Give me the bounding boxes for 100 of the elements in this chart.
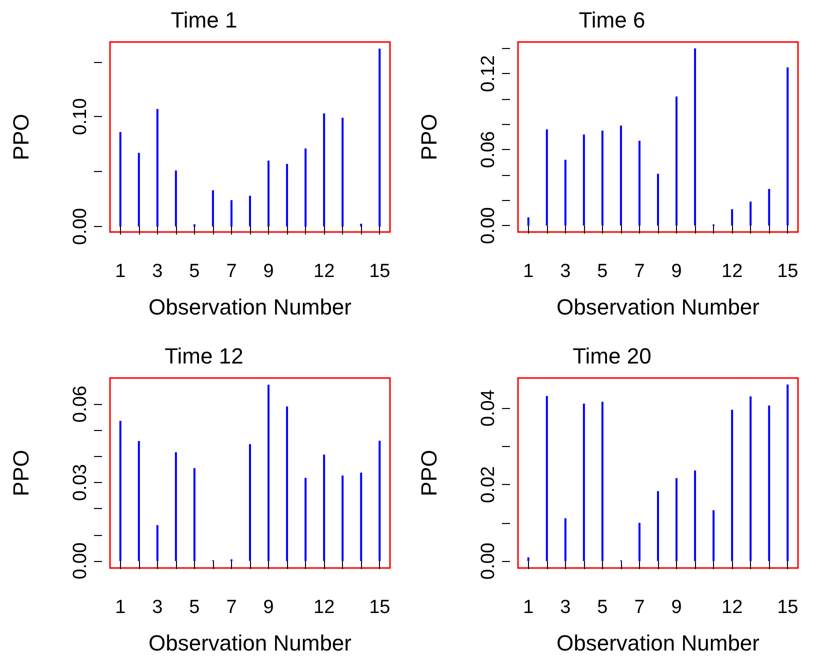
- bar: [638, 140, 640, 226]
- y-tick-label: 0.06: [478, 131, 499, 168]
- bar: [768, 406, 770, 562]
- x-tick-label: 3: [152, 261, 163, 282]
- x-tick-label: 12: [314, 261, 335, 282]
- bar: [731, 209, 734, 226]
- bar: [564, 160, 566, 226]
- x-tick-label: 5: [189, 261, 200, 282]
- x-tick-label: 15: [369, 597, 390, 618]
- bar: [638, 522, 640, 562]
- x-tick-label: 7: [226, 597, 237, 618]
- x-tick-label: 9: [263, 597, 274, 618]
- bar: [657, 174, 659, 226]
- y-tick-label: 0.00: [70, 208, 91, 245]
- x-tick-label: 1: [523, 597, 534, 618]
- bar: [342, 118, 344, 227]
- x-tick-label: 15: [369, 261, 390, 282]
- bar: [304, 148, 307, 227]
- bar: [601, 402, 604, 562]
- bar: [268, 384, 270, 561]
- y-axis-title: PPO: [416, 114, 442, 160]
- y-tick-label: 0.04: [478, 389, 499, 427]
- x-tick-label: 1: [115, 597, 126, 618]
- bar: [119, 420, 122, 561]
- y-tick-label: 0.03: [70, 464, 91, 502]
- y-tick-label: 0.00: [70, 542, 91, 580]
- x-axis-title: Observation Number: [556, 294, 760, 320]
- x-tick-label: 3: [560, 597, 571, 618]
- bar: [786, 67, 789, 226]
- x-tick-label: 3: [152, 597, 163, 618]
- bar: [249, 196, 251, 227]
- bar: [156, 108, 158, 227]
- chart-title: Time 20: [572, 344, 652, 368]
- bar: [731, 410, 734, 562]
- bar: [342, 475, 344, 561]
- bar: [193, 468, 196, 561]
- bar: [174, 452, 177, 561]
- bar: [360, 472, 362, 561]
- y-axis-title: PPO: [8, 114, 34, 160]
- bar: [712, 510, 715, 562]
- bar: [174, 170, 177, 227]
- x-tick-label: 12: [722, 261, 743, 282]
- x-tick-label: 15: [777, 261, 798, 282]
- y-tick-label: 0.06: [70, 386, 91, 423]
- bar: [582, 404, 585, 562]
- chart-title: Time 12: [164, 344, 244, 368]
- x-tick-label: 7: [634, 261, 645, 282]
- x-tick-label: 12: [722, 597, 743, 618]
- bar: [676, 96, 678, 226]
- bar: [786, 384, 789, 562]
- bar: [323, 454, 326, 561]
- bar: [546, 129, 548, 226]
- bar: [527, 557, 530, 562]
- y-tick-label: 0.10: [70, 98, 91, 136]
- bar: [119, 132, 122, 227]
- x-tick-label: 15: [777, 597, 798, 618]
- x-axis-title: Observation Number: [556, 630, 760, 656]
- chart-title: Time 6: [578, 8, 646, 32]
- x-tick-label: 3: [560, 261, 571, 282]
- x-tick-label: 5: [189, 597, 200, 618]
- bar: [750, 202, 752, 226]
- x-tick-label: 12: [314, 597, 335, 618]
- bar: [768, 188, 770, 226]
- bar: [138, 152, 140, 227]
- x-tick-label: 9: [671, 597, 682, 618]
- bar: [694, 48, 696, 226]
- bar: [212, 190, 214, 227]
- x-tick-label: 9: [671, 261, 682, 282]
- y-axis-title: PPO: [8, 450, 34, 496]
- x-axis-title: Observation Number: [148, 630, 352, 656]
- bar: [378, 48, 381, 227]
- x-tick-label: 7: [226, 261, 237, 282]
- x-tick-label: 5: [597, 261, 608, 282]
- y-tick-label: 0.02: [478, 466, 499, 504]
- bar: [657, 491, 659, 562]
- y-tick-label: 0.00: [478, 542, 499, 580]
- bar: [156, 525, 158, 561]
- bar: [546, 396, 548, 562]
- bar: [286, 164, 288, 227]
- bar: [564, 518, 566, 562]
- bar: [676, 478, 678, 562]
- bar: [323, 113, 326, 227]
- bar: [230, 200, 232, 227]
- bar: [378, 440, 381, 561]
- bar: [694, 470, 696, 562]
- x-tick-label: 1: [523, 261, 534, 282]
- x-axis-title: Observation Number: [148, 294, 352, 320]
- x-tick-label: 7: [634, 597, 645, 618]
- bar: [750, 396, 752, 562]
- bar: [138, 440, 140, 561]
- bar: [360, 224, 362, 227]
- y-axis-title: PPO: [416, 450, 442, 496]
- bar: [286, 406, 288, 561]
- bar: [268, 160, 270, 227]
- bar: [620, 126, 622, 226]
- bar: [249, 444, 251, 561]
- bar: [527, 217, 530, 226]
- bar: [582, 134, 585, 226]
- chart-title: Time 1: [170, 8, 238, 32]
- bar: [601, 130, 604, 226]
